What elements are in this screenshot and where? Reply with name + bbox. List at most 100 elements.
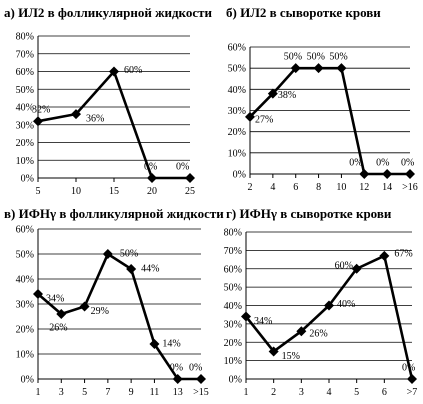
- panel-2-y-tick-label: 40%: [228, 85, 246, 96]
- panel-4-data-label: 40%: [337, 299, 355, 310]
- panel-1-data-label: 36%: [86, 114, 104, 125]
- panel-4-y-tick-label: 50%: [224, 283, 242, 294]
- panel-4-x-tick-label: 3: [299, 387, 304, 398]
- panel-4-data-label: 67%: [394, 248, 412, 259]
- panel-2-x-tick-label: 4: [270, 182, 275, 193]
- panel-4-y-tick-label: 10%: [224, 356, 242, 367]
- panel-3-y-tick-label: 30%: [16, 300, 34, 311]
- panel-1-y-tick-label: 30%: [16, 120, 34, 131]
- panel-3-y-tick-label: 50%: [16, 250, 34, 261]
- panel-2-data-point: [359, 169, 370, 179]
- panel-2-data-label: 0%: [401, 158, 414, 169]
- panel-1-y-tick-label: 70%: [16, 49, 34, 60]
- panel-1-data-label: 0%: [176, 162, 189, 173]
- panel-2-y-tick-label: 20%: [228, 127, 246, 138]
- panel-2-data-label: 50%: [329, 52, 347, 63]
- panel-2-x-tick-label: 14: [382, 182, 392, 193]
- panel-2-y-tick-label: 50%: [228, 64, 246, 75]
- panel-2-title: б) ИЛ2 в сыворотке крови: [226, 5, 381, 20]
- panel-2-data-label: 38%: [278, 90, 296, 101]
- panel-4-data-label: 34%: [254, 316, 272, 327]
- panel-2-x-tick-label: 10: [336, 182, 346, 193]
- panel-3-y-tick-label: 40%: [16, 275, 34, 286]
- panel-3-x-tick-label: >15: [193, 387, 209, 398]
- panel-1-title: а) ИЛ2 в фолликулярной жидкости: [4, 5, 213, 20]
- panel-2-x-tick-label: 6: [293, 182, 298, 193]
- panel-1-y-tick-label: 80%: [16, 32, 34, 43]
- panel-1-y-tick-label: 20%: [16, 138, 34, 149]
- panel-4-x-tick-label: 1: [244, 387, 249, 398]
- panel-4-y-tick-label: 0%: [229, 375, 242, 386]
- panel-4-x-tick-label: >7: [407, 387, 418, 398]
- panel-3-data-point: [196, 374, 206, 384]
- panel-4-data-label: 0%: [402, 363, 415, 374]
- panel-3-y-tick-label: 10%: [16, 350, 34, 361]
- panel-2-y-tick-label: 10%: [228, 148, 246, 159]
- panel-4-data-point: [351, 263, 362, 274]
- panel-3-y-tick-label: 0%: [21, 375, 34, 386]
- panel-3-data-label: 29%: [91, 306, 109, 317]
- panel-3-title: в) ИФНγ в фолликулярной жидкости: [4, 206, 224, 221]
- panel-1-data-point: [147, 173, 157, 183]
- panel-2-data-point: [405, 169, 415, 179]
- panel-4-y-tick-label: 40%: [224, 301, 242, 312]
- panel-3-data-label: 50%: [120, 249, 138, 260]
- panel-4-y-tick-label: 80%: [224, 228, 242, 239]
- panel-4-y-tick-label: 60%: [224, 264, 242, 275]
- panel-3-data-point: [126, 264, 137, 274]
- panel-4-x-tick-label: 5: [354, 387, 359, 398]
- panel-3-data-label: 34%: [46, 294, 64, 305]
- panel-3-x-tick-label: 5: [82, 387, 87, 398]
- panel-2-y-tick-label: 0%: [233, 170, 246, 181]
- panel-4-x-tick-label: 4: [327, 387, 332, 398]
- panel-2-data-point: [267, 88, 278, 99]
- panel-4-data-point: [296, 326, 307, 337]
- panel-1-x-tick-label: 5: [36, 186, 41, 197]
- panel-4-data-point: [379, 250, 390, 261]
- panel-1-data-point: [71, 109, 81, 120]
- panel-1-x-tick-label: 25: [185, 186, 195, 197]
- panel-1-x-tick-label: 15: [109, 186, 119, 197]
- panel-3-data-point: [79, 301, 90, 312]
- panel-4-data-label: 26%: [309, 329, 327, 340]
- panel-4-title: г) ИФНγ в сыворотке крови: [226, 206, 392, 221]
- panel-1-data-label: 60%: [124, 65, 142, 76]
- panel-1-data-label: 32%: [32, 105, 50, 116]
- panel-3-x-tick-label: 11: [150, 387, 160, 398]
- panel-3-x-tick-label: 3: [59, 387, 64, 398]
- panel-2-data-label: 50%: [307, 52, 325, 63]
- panel-4-data-point: [324, 300, 334, 311]
- panel-2-data-label: 0%: [349, 158, 362, 169]
- panel-3-data-label: 0%: [189, 363, 202, 374]
- panel-3-data-label: 0%: [170, 363, 183, 374]
- panel-3-data-point: [56, 309, 67, 319]
- panel-1-x-tick-label: 20: [147, 186, 157, 197]
- panel-1-y-tick-label: 10%: [16, 156, 34, 167]
- panel-3-data-label: 44%: [141, 264, 159, 275]
- panel-3-y-tick-label: 20%: [16, 325, 34, 336]
- panel-4-y-tick-label: 20%: [224, 338, 242, 349]
- panel-4-data-label: 60%: [335, 260, 353, 271]
- panel-2-data-label: 27%: [255, 114, 273, 125]
- panel-4-data-point: [268, 346, 279, 357]
- panel-1-data-label: 0%: [144, 162, 157, 173]
- panel-1-y-tick-label: 40%: [16, 103, 34, 114]
- panel-3-x-tick-label: 9: [129, 387, 134, 398]
- panel-2-x-tick-label: 2: [248, 182, 253, 193]
- panel-2-x-tick-label: >16: [402, 182, 418, 193]
- panel-1-data-point: [185, 173, 195, 183]
- panel-1-y-tick-label: 50%: [16, 85, 34, 96]
- panel-1-data-point: [109, 66, 119, 77]
- panel-1-y-tick-label: 60%: [16, 67, 34, 78]
- panel-3-x-tick-label: 1: [36, 387, 41, 398]
- panel-4-x-tick-label: 6: [382, 387, 387, 398]
- panel-3-data-label: 26%: [49, 323, 67, 334]
- panel-2-x-tick-label: 8: [316, 182, 321, 193]
- panel-4-y-tick-label: 70%: [224, 246, 242, 257]
- panel-1-x-tick-label: 10: [71, 186, 81, 197]
- panel-3-data-label: 14%: [162, 339, 180, 350]
- panel-3-data-point: [149, 339, 160, 349]
- panel-1-y-tick-label: 0%: [21, 174, 34, 185]
- panel-4-data-point: [241, 311, 251, 322]
